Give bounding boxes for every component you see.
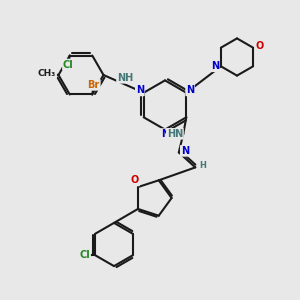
Text: N: N — [181, 146, 189, 156]
Text: CH₃: CH₃ — [38, 69, 56, 78]
Text: NH: NH — [117, 73, 133, 83]
Text: Br: Br — [88, 80, 100, 90]
Text: Cl: Cl — [63, 59, 74, 70]
Text: HN: HN — [167, 129, 183, 139]
Text: N: N — [136, 85, 144, 95]
Text: N: N — [211, 61, 219, 71]
Text: H: H — [200, 161, 206, 170]
Text: N: N — [161, 129, 169, 139]
Text: Cl: Cl — [80, 250, 90, 260]
Text: O: O — [131, 176, 139, 185]
Text: O: O — [256, 41, 264, 51]
Text: N: N — [186, 85, 194, 95]
